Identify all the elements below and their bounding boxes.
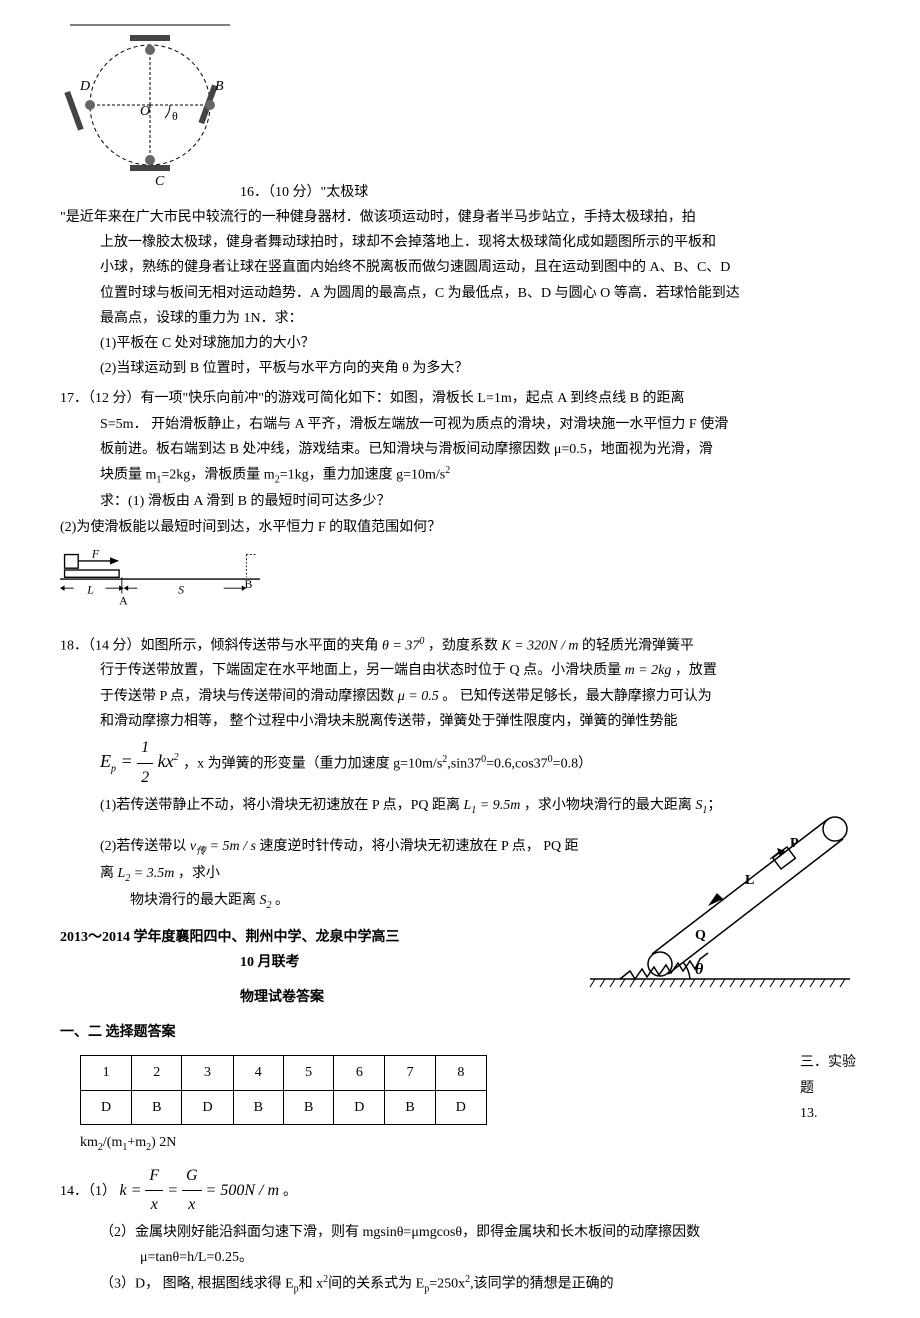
svg-text:S: S xyxy=(178,582,184,596)
problem-18-line2: 行于传送带放置，下端固定在水平地面上，另一端自由状态时位于 Q 点。小滑块质量 … xyxy=(100,658,860,683)
problem-16-line2: 上放一橡胶太极球，健身者舞动球拍时，球却不会掉落地上．现将太极球简化成如题图所示… xyxy=(100,230,860,255)
svg-text:θ: θ xyxy=(695,961,704,978)
svg-text:B: B xyxy=(215,79,224,94)
svg-text:P: P xyxy=(790,836,799,851)
problem-16-line3: 小球，熟练的健身者让球在竖直面内始终不脱离板而做匀速圆周运动，且在运动到图中的 … xyxy=(100,255,860,280)
svg-text:L: L xyxy=(745,873,754,888)
answer-14-2: （2）金属块刚好能沿斜面匀速下滑，则有 mgsinθ=μmgcosθ，即得金属块… xyxy=(100,1220,860,1245)
problem-16-line5: 最高点，设球的重力为 1N．求： xyxy=(100,306,860,331)
answer-14-3: （3）D， 图略, 根据图线求得 Ep和 x2间的关系式为 Ep=250x2,该… xyxy=(100,1271,860,1298)
problem-18-line4: 和滑动摩擦力相等， 整个过程中小滑块未脱离传送带，弹簧处于弹性限度内，弹簧的弹性… xyxy=(100,709,860,734)
problem-16: B D O C θ 16．（10 分）"太极球 "是近年来在广大市民中较流行的一… xyxy=(60,20,860,381)
problem-16-number: 16．（10 分）"太极球 xyxy=(240,180,368,205)
table-cell: D xyxy=(334,1090,385,1124)
problem-17-line1: S=5m． 开始滑板静止，右端与 A 平齐，滑板左端放一可视为质点的滑块，对滑块… xyxy=(100,412,860,437)
problem-17-q2: (2)为使滑板能以最短时间到达，水平恒力 F 的取值范围如何？ xyxy=(60,515,860,540)
answer-14: 14．（1） k = Fx = Gx = 500N / m 。 xyxy=(60,1162,860,1221)
svg-text:A: A xyxy=(119,593,128,607)
problem-16-line4: 位置时球与板间无相对运动趋势．A 为圆周的最高点，C 为最低点，B、D 与圆心 … xyxy=(100,281,860,306)
problem-17-q1: 求：(1) 滑板由 A 滑到 B 的最短时间可达多少？ xyxy=(100,489,860,514)
answer-14-2b: μ=tanθ=h/L=0.25。 xyxy=(140,1245,860,1270)
problem-17-line3: 块质量 m1=2kg，滑板质量 m2=1kg，重力加速度 g=10m/s2 xyxy=(100,462,860,489)
table-cell: B xyxy=(132,1090,182,1124)
table-cell: 3 xyxy=(182,1056,233,1090)
table-header-row: 1 2 3 4 5 6 7 8 xyxy=(81,1056,487,1090)
table-cell: 1 xyxy=(81,1056,132,1090)
svg-text:F: F xyxy=(91,550,100,560)
table-cell: 5 xyxy=(283,1056,333,1090)
table-cell: B xyxy=(385,1090,435,1124)
table-cell: 7 xyxy=(385,1056,435,1090)
conveyor-diagram: P Q L θ xyxy=(580,799,860,999)
problem-18: 18．（14 分）如图所示，倾斜传送带与水平面的夹角 θ = 370 ，劲度系数… xyxy=(60,633,860,1299)
circle-diagram: B D O C θ xyxy=(60,20,240,200)
problem-16-line1: "是近年来在广大市民中较流行的一种健身器材．做该项运动时，健身者半马步站立，手持… xyxy=(60,205,860,230)
table-cell: 8 xyxy=(435,1056,486,1090)
answer-13-line: km2/(m1+m2) 2N xyxy=(80,1130,860,1157)
table-cell: 2 xyxy=(132,1056,182,1090)
problem-16-q2: (2)当球运动到 B 位置时，平板与水平方向的夹角 θ 为多大？ xyxy=(100,356,860,381)
problem-17-line2: 板前进。板右端到达 B 处冲线，游戏结束。已知滑块与滑板间动摩擦因数 μ=0.5… xyxy=(100,437,860,462)
problem-18-ep: Ep = 12 kx2 ，x 为弹簧的形变量（重力加速度 g=10m/s2,si… xyxy=(100,734,860,793)
answer-section-1: 一、二 选择题答案 xyxy=(60,1020,860,1045)
table-cell: D xyxy=(182,1090,233,1124)
svg-text:L: L xyxy=(86,582,94,596)
table-cell: D xyxy=(435,1090,486,1124)
svg-text:θ: θ xyxy=(172,109,178,123)
side-note: 三．实验题 13. xyxy=(800,1050,860,1126)
table-cell: 4 xyxy=(233,1056,283,1090)
problem-18-line1: 18．（14 分）如图所示，倾斜传送带与水平面的夹角 θ = 370 ，劲度系数… xyxy=(60,633,860,659)
problem-17-number: 17．（12 分）有一项"快乐向前冲"的游戏可简化如下：如图，滑板长 L=1m，… xyxy=(60,386,860,411)
problem-16-q1: (1)平板在 C 处对球施加力的大小？ xyxy=(100,331,860,356)
table-cell: B xyxy=(283,1090,333,1124)
table-cell: B xyxy=(233,1090,283,1124)
slide-diagram: F L S A B xyxy=(60,550,260,614)
table-value-row: D B D B B D B D xyxy=(81,1090,487,1124)
problem-17: 17．（12 分）有一项"快乐向前冲"的游戏可简化如下：如图，滑板长 L=1m，… xyxy=(60,386,860,632)
problem-18-line3: 于传送带 P 点，滑块与传送带间的滑动摩擦因数 μ = 0.5 。 已知传送带足… xyxy=(100,684,860,709)
svg-text:C: C xyxy=(155,174,165,189)
table-cell: D xyxy=(81,1090,132,1124)
svg-text:D: D xyxy=(79,79,90,94)
svg-text:B: B xyxy=(245,577,253,591)
svg-text:Q: Q xyxy=(695,928,706,943)
table-cell: 6 xyxy=(334,1056,385,1090)
answer-table: 1 2 3 4 5 6 7 8 D B D B B D B D xyxy=(80,1055,487,1124)
svg-text:O: O xyxy=(140,104,150,119)
